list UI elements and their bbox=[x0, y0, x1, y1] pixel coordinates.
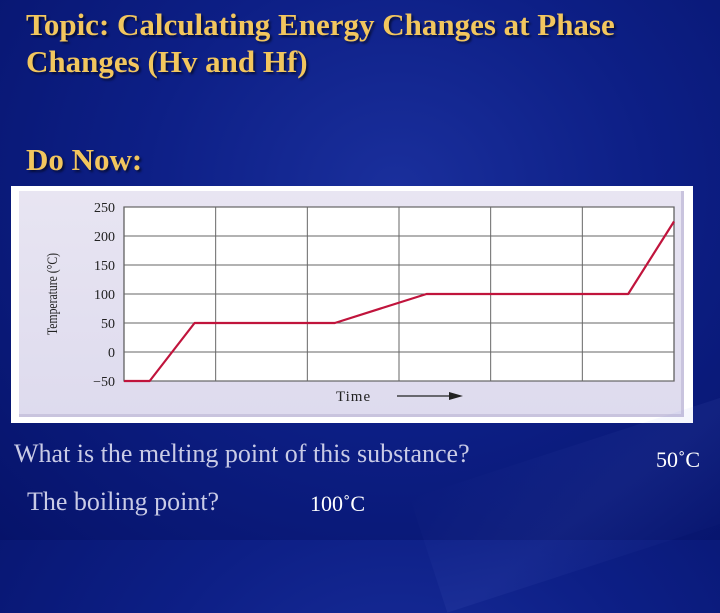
question-boiling-point: The boiling point? bbox=[27, 487, 220, 516]
y-tick-label: 200 bbox=[94, 230, 115, 245]
chart-frame: 250 200 150 100 50 0 −50 Temperature (°C) Time bbox=[11, 186, 693, 423]
heating-curve-line bbox=[124, 220, 675, 383]
y-tick-label: −50 bbox=[93, 375, 115, 390]
y-tick-label: 50 bbox=[101, 317, 115, 332]
heating-curve-chart: 250 200 150 100 50 0 −50 Temperature (°C) Time bbox=[44, 201, 675, 405]
x-axis-arrow-head bbox=[449, 392, 463, 400]
answer-melting-point: 50˚C bbox=[656, 447, 700, 472]
slide-title: Topic: Calculating Energy Changes at Pha… bbox=[26, 7, 615, 79]
y-axis-label: Temperature (°C) bbox=[44, 253, 61, 335]
x-axis-label: Time bbox=[336, 389, 371, 405]
y-tick-label: 250 bbox=[94, 201, 115, 216]
y-tick-label: 150 bbox=[94, 259, 115, 274]
y-tick-label: 100 bbox=[94, 288, 115, 303]
question-melting-point: What is the melting point of this substa… bbox=[14, 439, 470, 468]
do-now-heading: Do Now: bbox=[26, 142, 143, 177]
y-tick-label: 0 bbox=[108, 346, 115, 361]
answer-boiling-point: 100˚C bbox=[310, 491, 365, 516]
